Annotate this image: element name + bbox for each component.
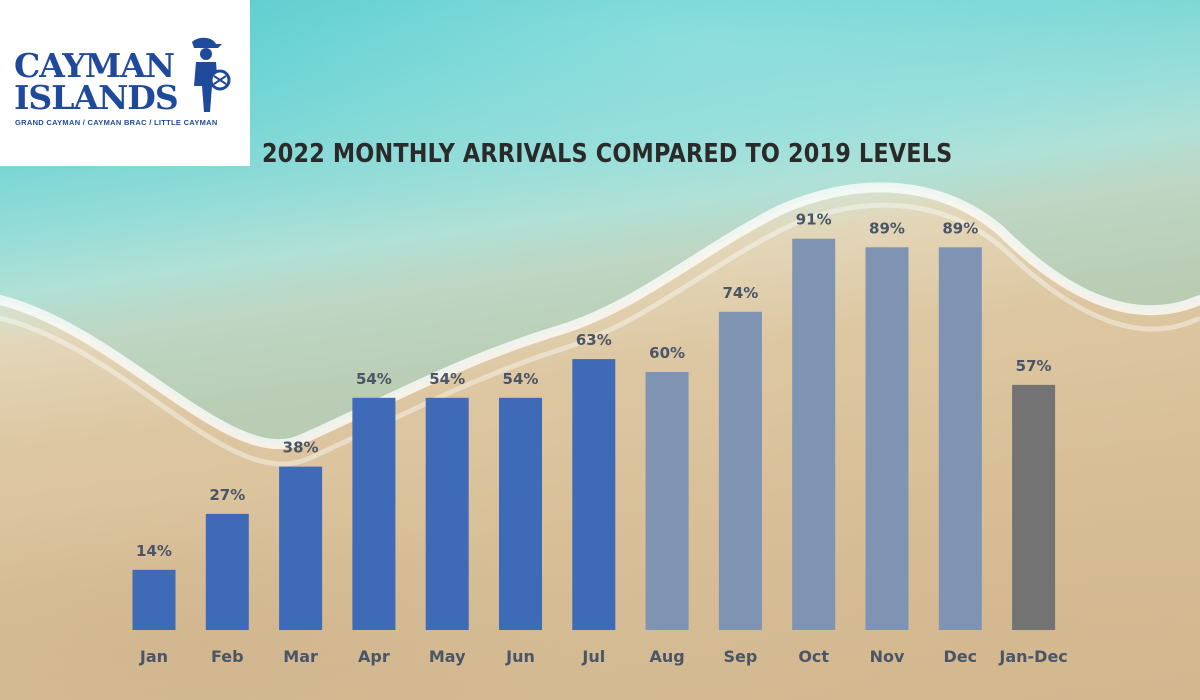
data-label-sep: 74% xyxy=(722,284,758,302)
x-tick-mar: Mar xyxy=(283,647,318,666)
bar-sep xyxy=(718,311,762,630)
data-label-mar: 38% xyxy=(283,439,319,457)
bar-jun xyxy=(499,397,542,630)
bar-jul xyxy=(572,359,616,630)
bar-jan-dec xyxy=(1012,384,1056,630)
x-tick-apr: Apr xyxy=(358,647,390,666)
x-tick-oct: Oct xyxy=(798,647,829,666)
x-tick-sep: Sep xyxy=(723,647,757,666)
bar-nov xyxy=(865,247,909,631)
x-tick-feb: Feb xyxy=(211,647,244,666)
data-label-oct: 91% xyxy=(796,211,832,229)
bar-apr xyxy=(352,397,396,630)
pirate-mascot-icon xyxy=(192,37,231,112)
logo-tagline: GRAND CAYMAN / CAYMAN BRAC / LITTLE CAYM… xyxy=(15,118,218,127)
logo-wordmark-line2: ISLANDS xyxy=(14,78,179,117)
data-label-feb: 27% xyxy=(209,486,245,504)
x-tick-nov: Nov xyxy=(870,647,905,666)
data-label-may: 54% xyxy=(429,370,465,388)
data-label-dec: 89% xyxy=(942,219,978,237)
data-label-apr: 54% xyxy=(356,370,392,388)
data-label-jul: 63% xyxy=(576,331,612,349)
logo-wordmark-line1: CAYMAN xyxy=(14,46,175,85)
bar-mar xyxy=(279,466,323,630)
bar-may xyxy=(425,397,469,630)
data-label-jan: 14% xyxy=(136,542,172,560)
bar-oct xyxy=(792,238,836,630)
x-tick-dec: Dec xyxy=(943,647,977,666)
x-tick-may: May xyxy=(429,647,466,666)
x-tick-jan-dec: Jan-Dec xyxy=(998,647,1067,666)
x-tick-jan: Jan xyxy=(139,647,168,666)
data-label-jun: 54% xyxy=(503,370,539,388)
bar-dec xyxy=(938,247,982,631)
logo-panel: CAYMAN ISLANDS GRAND CAYMAN / CAYMAN BRA… xyxy=(0,0,250,166)
x-tick-jul: Jul xyxy=(581,647,605,666)
chart-title: 2022 MONTHLY ARRIVALS COMPARED TO 2019 L… xyxy=(262,139,953,169)
data-label-aug: 60% xyxy=(649,344,685,362)
bar-feb xyxy=(205,513,249,630)
data-label-jan-dec: 57% xyxy=(1016,357,1052,375)
bar-jan xyxy=(132,569,176,630)
data-label-nov: 89% xyxy=(869,219,905,237)
x-tick-jun: Jun xyxy=(505,647,535,666)
bar-aug xyxy=(645,372,689,630)
x-tick-aug: Aug xyxy=(649,647,684,666)
